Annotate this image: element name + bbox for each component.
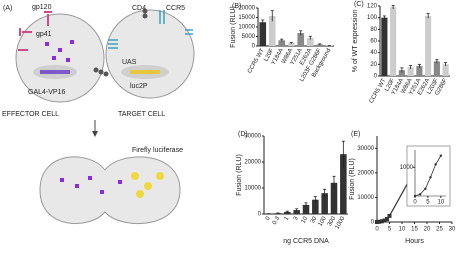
inset-marker: [419, 193, 421, 195]
inset-marker: [434, 163, 436, 165]
x-tick-label: 100: [318, 215, 329, 227]
bar: [434, 61, 440, 76]
y-tick-label: 20: [370, 62, 377, 68]
y-tick-label: 0: [252, 44, 256, 50]
inset-frame: [407, 146, 450, 206]
panel-label: (C): [354, 1, 364, 8]
bar: [390, 7, 396, 76]
label: CD4: [132, 5, 146, 12]
y-axis-label: % of WT expression: [352, 10, 359, 73]
inset-marker: [424, 188, 426, 190]
target-cell: [106, 10, 194, 98]
label: luc2P: [130, 83, 148, 90]
panel-label: (A): [3, 5, 12, 12]
y-tick-label: 10000: [238, 25, 255, 31]
x-tick-label: 1000: [335, 215, 347, 230]
x-tick-label: 3: [293, 215, 300, 221]
bar: [425, 16, 431, 76]
inset-marker: [429, 176, 431, 178]
gene: [40, 70, 70, 74]
marker: [388, 214, 392, 218]
bar: [381, 18, 387, 76]
y-tick-label: 120: [367, 4, 378, 10]
y-tick-label: 30000: [244, 134, 261, 140]
x-tick-label: 30: [449, 227, 456, 233]
x-tick-label: 10: [399, 227, 406, 233]
label: gp120: [32, 4, 52, 11]
x-tick-label: 0.3: [272, 215, 282, 226]
y-axis-label: Fusion (RLU): [230, 6, 237, 48]
fused-cell: [40, 157, 180, 224]
y-tick-label: 10000: [357, 195, 374, 201]
x-tick-label: 25: [436, 227, 443, 233]
y-tick-label: 60: [370, 39, 377, 45]
y-tick-label: 10000: [244, 186, 261, 192]
inset-marker: [440, 155, 442, 157]
gene: [130, 70, 160, 74]
panel-label: (E): [351, 131, 360, 138]
x-tick-label: 10: [301, 215, 310, 224]
label: TARGET CELL: [118, 111, 165, 118]
inset-marker: [414, 195, 416, 197]
x-tick-label: 5: [388, 227, 392, 233]
y-tick-label: 20000: [238, 6, 255, 12]
x-axis-label: Hours: [405, 238, 424, 245]
bar: [259, 22, 266, 46]
y-axis-label: Fusion (RLU): [349, 158, 356, 200]
y-tick-label: 0: [374, 74, 378, 80]
arrow-head: [92, 131, 98, 137]
y-tick-label: 100: [367, 15, 378, 21]
y-tick-label: 5000: [242, 34, 256, 40]
label: gp41: [36, 31, 52, 38]
inset-y-tick-label: 1000: [400, 165, 414, 171]
x-tick-label: 0: [375, 227, 379, 233]
y-axis-label: Fusion (RLU): [236, 154, 243, 196]
label: GAL4-VP16: [28, 89, 65, 96]
x-tick-label: 15: [411, 227, 418, 233]
x-tick-label: 1: [284, 215, 291, 221]
x-tick-label: CCR5 WT: [247, 48, 266, 75]
x-axis-label: ng CCR5 DNA: [283, 238, 329, 245]
label: Firefly luciferase: [132, 147, 183, 154]
y-tick-label: 0: [371, 220, 375, 226]
diagram: (A) gp120 gp41 CD4 CCR5 UAS luc2P GAL4-V…: [2, 4, 194, 224]
y-tick-label: 30000: [357, 146, 374, 152]
y-tick-label: 20000: [357, 170, 374, 176]
y-tick-label: 0: [258, 212, 262, 218]
x-tick-label: 20: [424, 227, 431, 233]
y-tick-label: 15000: [238, 15, 255, 21]
y-tick-label: 80: [370, 27, 377, 33]
y-tick-label: 20000: [244, 160, 261, 166]
label: CCR5: [166, 5, 185, 12]
inset-x-tick-label: 10: [437, 200, 444, 206]
label: UAS: [122, 59, 137, 66]
x-tick-label: 0: [265, 215, 272, 221]
y-tick-label: 40: [370, 50, 377, 56]
label: EFFECTOR CELL: [2, 111, 59, 118]
